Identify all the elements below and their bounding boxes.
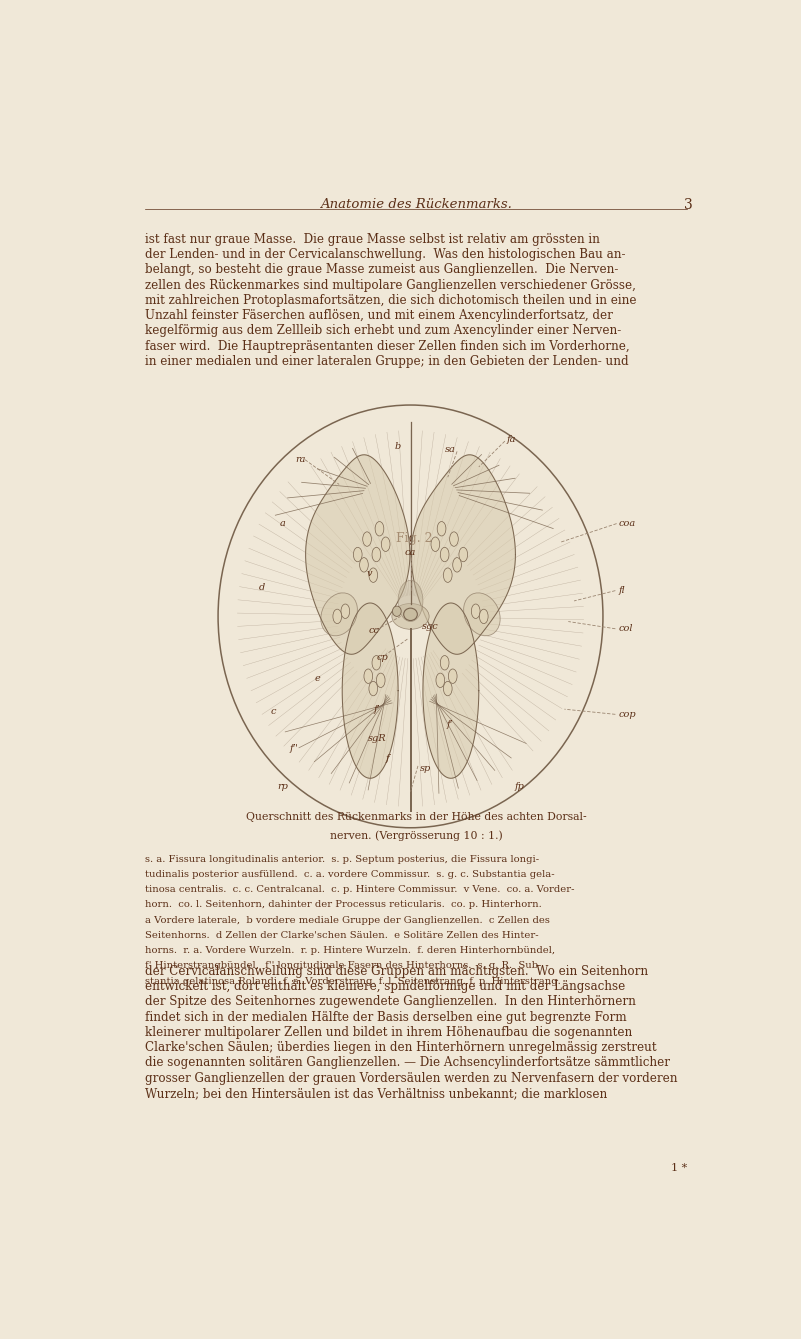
Text: f': f'	[373, 704, 380, 714]
Text: Fig. 2.: Fig. 2.	[396, 532, 437, 545]
Text: 1 *: 1 *	[670, 1164, 686, 1173]
Circle shape	[449, 532, 458, 546]
Circle shape	[444, 682, 452, 696]
Text: sa: sa	[445, 445, 456, 454]
Text: stantia gelatinosa Rolandi. f. a. Vorderstrang. f. l. Seitenstrang. f. p. Hinter: stantia gelatinosa Rolandi. f. a. Vorder…	[146, 976, 562, 986]
Text: die sogenannten solitären Ganglienzellen. — Die Achsencylinderfortsätze sämmtlic: die sogenannten solitären Ganglienzellen…	[146, 1056, 670, 1070]
Text: nerven. (Vergrösserung 10 : 1.): nerven. (Vergrösserung 10 : 1.)	[330, 830, 502, 841]
Polygon shape	[306, 455, 410, 655]
Text: fl: fl	[618, 586, 626, 595]
Text: ra: ra	[296, 455, 306, 465]
Text: sgR: sgR	[368, 734, 387, 743]
Circle shape	[363, 532, 372, 546]
Circle shape	[369, 682, 377, 696]
Text: c: c	[271, 707, 276, 716]
Circle shape	[364, 670, 372, 683]
Text: entwickelt ist, dort enthält es kleinere, spindelförmige und mit der Längsachse: entwickelt ist, dort enthält es kleinere…	[146, 980, 626, 994]
Text: zellen des Rückenmarkes sind multipolare Ganglienzellen verschiedener Grösse,: zellen des Rückenmarkes sind multipolare…	[146, 279, 636, 292]
Circle shape	[471, 604, 480, 619]
Circle shape	[449, 670, 457, 683]
Text: f'': f''	[289, 744, 298, 753]
Circle shape	[372, 656, 380, 670]
Ellipse shape	[392, 604, 429, 629]
Circle shape	[376, 674, 385, 687]
Text: rp: rp	[277, 782, 288, 791]
Circle shape	[375, 521, 384, 536]
Text: kegelförmig aus dem Zellleib sich erhebt und zum Axencylinder einer Nerven-: kegelförmig aus dem Zellleib sich erhebt…	[146, 324, 622, 337]
Text: cop: cop	[618, 710, 636, 719]
Text: horns.  r. a. Vordere Wurzeln.  r. p. Hintere Wurzeln.  f. deren Hinterhornbünde: horns. r. a. Vordere Wurzeln. r. p. Hint…	[146, 947, 556, 955]
Text: fp: fp	[515, 782, 525, 791]
Circle shape	[381, 537, 390, 552]
Text: horn.  co. l. Seitenhorn, dahinter der Processus reticularis.  co. p. Hinterhorn: horn. co. l. Seitenhorn, dahinter der Pr…	[146, 900, 542, 909]
Circle shape	[353, 548, 362, 562]
Text: der Spitze des Seitenhornes zugewendete Ganglienzellen.  In den Hinterhörnern: der Spitze des Seitenhornes zugewendete …	[146, 995, 636, 1008]
Text: Anatomie des Rückenmarks.: Anatomie des Rückenmarks.	[320, 198, 512, 210]
Polygon shape	[423, 603, 479, 778]
Text: f' Hinterstrangbündel,  f'' longitudinale Fasern des Hinterhorns.  s. g. R.  Sub: f' Hinterstrangbündel, f'' longitudinale…	[146, 961, 542, 971]
Text: b: b	[395, 442, 401, 451]
Text: cp: cp	[376, 653, 388, 663]
Text: Wurzeln; bei den Hintersäulen ist das Verhältniss unbekannt; die marklosen: Wurzeln; bei den Hintersäulen ist das Ve…	[146, 1087, 608, 1099]
Text: grosser Ganglienzellen der grauen Vordersäulen werden zu Nervenfasern der vorder: grosser Ganglienzellen der grauen Vorder…	[146, 1071, 678, 1085]
Text: Querschnitt des Rückenmarks in der Höhe des achten Dorsal-: Querschnitt des Rückenmarks in der Höhe …	[246, 813, 586, 822]
Text: faser wird.  Die Hauptrepräsentanten dieser Zellen finden sich im Vorderhorne,: faser wird. Die Hauptrepräsentanten dies…	[146, 340, 630, 352]
Circle shape	[341, 604, 350, 619]
Circle shape	[459, 548, 468, 562]
Circle shape	[372, 548, 380, 562]
Text: tudinalis posterior ausfüllend.  c. a. vordere Commissur.  s. g. c. Substantia g: tudinalis posterior ausfüllend. c. a. vo…	[146, 870, 555, 878]
Text: a: a	[280, 520, 286, 528]
Text: col: col	[618, 624, 633, 633]
Text: cc: cc	[368, 627, 380, 635]
Text: Unzahl feinster Fäserchen auflösen, und mit einem Axencylinderfortsatz, der: Unzahl feinster Fäserchen auflösen, und …	[146, 309, 614, 323]
Polygon shape	[411, 455, 515, 655]
Text: sp: sp	[420, 765, 431, 774]
Text: Clarke'schen Säulen; überdies liegen in den Hinterhörnern unregelmässig zerstreu: Clarke'schen Säulen; überdies liegen in …	[146, 1042, 657, 1054]
Text: ist fast nur graue Masse.  Die graue Masse selbst ist relativ am grössten in: ist fast nur graue Masse. Die graue Mass…	[146, 233, 600, 246]
Text: Seitenhorns.  d Zellen der Clarke'schen Säulen.  e Solitäre Zellen des Hinter-: Seitenhorns. d Zellen der Clarke'schen S…	[146, 931, 539, 940]
Text: f: f	[386, 754, 389, 763]
Ellipse shape	[464, 593, 500, 636]
Circle shape	[431, 537, 440, 552]
Text: findet sich in der medialen Hälfte der Basis derselben eine gut begrenzte Form: findet sich in der medialen Hälfte der B…	[146, 1011, 627, 1023]
Text: ca: ca	[405, 548, 416, 557]
Circle shape	[441, 548, 449, 562]
Text: der Cervicalanschwellung sind diese Gruppen am mächtigsten.  Wo ein Seitenhorn: der Cervicalanschwellung sind diese Grup…	[146, 965, 649, 977]
Circle shape	[333, 609, 341, 624]
Circle shape	[436, 674, 445, 687]
Circle shape	[437, 521, 446, 536]
Ellipse shape	[321, 593, 357, 636]
Polygon shape	[342, 603, 398, 778]
Text: der Lenden- und in der Cervicalanschwellung.  Was den histologischen Bau an-: der Lenden- und in der Cervicalanschwell…	[146, 248, 626, 261]
Text: s. a. Fissura longitudinalis anterior.  s. p. Septum posterius, die Fissura long: s. a. Fissura longitudinalis anterior. s…	[146, 854, 540, 864]
Text: v: v	[367, 569, 372, 577]
Circle shape	[453, 557, 461, 572]
Text: mit zahlreichen Protoplasmafortsätzen, die sich dichotomisch theilen und in eine: mit zahlreichen Protoplasmafortsätzen, d…	[146, 293, 637, 307]
Text: a Vordere laterale,  b vordere mediale Gruppe der Ganglienzellen.  c Zellen des: a Vordere laterale, b vordere mediale Gr…	[146, 916, 550, 925]
Circle shape	[441, 656, 449, 670]
Text: belangt, so besteht die graue Masse zumeist aus Ganglienzellen.  Die Nerven-: belangt, so besteht die graue Masse zume…	[146, 264, 619, 276]
Circle shape	[360, 557, 368, 572]
Text: sgc: sgc	[421, 623, 438, 631]
Circle shape	[369, 568, 377, 582]
Text: coa: coa	[618, 520, 636, 528]
Text: tinosa centralis.  c. c. Centralcanal.  c. p. Hintere Commissur.  v Vene.  co. a: tinosa centralis. c. c. Centralcanal. c.…	[146, 885, 575, 894]
Text: kleinerer multipolarer Zellen und bildet in ihrem Höhenaufbau die sogenannten: kleinerer multipolarer Zellen und bildet…	[146, 1026, 633, 1039]
Circle shape	[480, 609, 488, 624]
Circle shape	[444, 568, 452, 582]
Text: in einer medialen und einer lateralen Gruppe; in den Gebieten der Lenden- und: in einer medialen und einer lateralen Gr…	[146, 355, 629, 368]
Text: fa: fa	[507, 435, 516, 443]
Text: 3: 3	[684, 198, 693, 212]
Ellipse shape	[398, 580, 423, 621]
Ellipse shape	[392, 607, 401, 616]
Text: e: e	[314, 674, 320, 683]
Text: d: d	[259, 582, 264, 592]
Text: f': f'	[446, 720, 453, 730]
Ellipse shape	[404, 608, 417, 620]
